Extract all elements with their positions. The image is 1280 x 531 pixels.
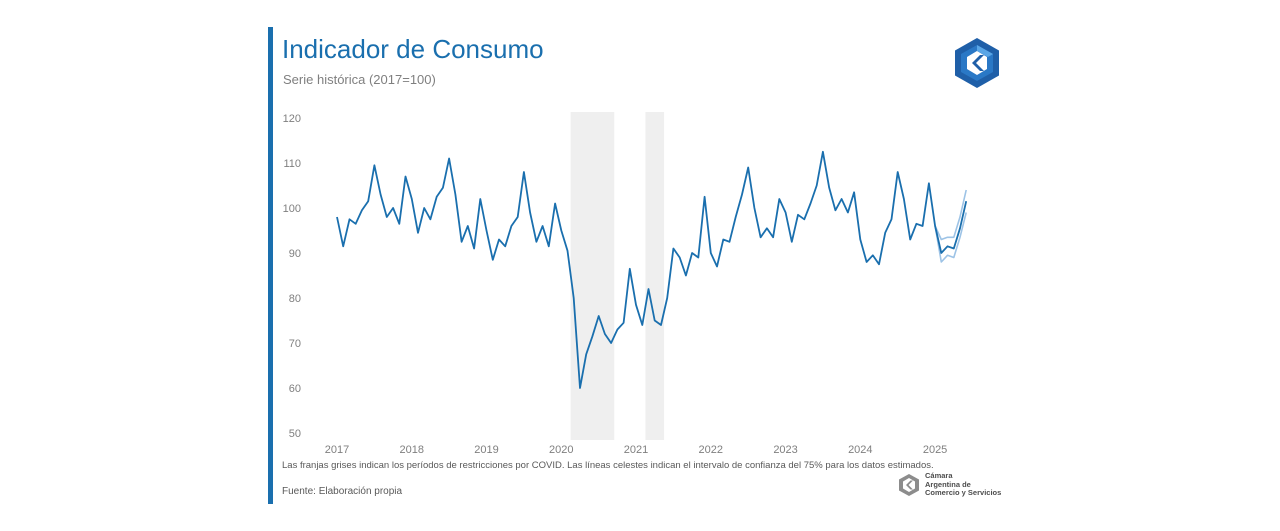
x-tick-label-2023: 2023 xyxy=(773,444,797,456)
y-tick-label-100: 100 xyxy=(283,203,301,215)
y-tick-label-70: 70 xyxy=(289,338,301,350)
footer-logo: Cámara Argentina de Comercio y Servicios xyxy=(898,471,1002,498)
source-note: Fuente: Elaboración propia xyxy=(282,486,403,497)
accent-bar xyxy=(268,27,273,504)
x-tick-label-2019: 2019 xyxy=(474,444,498,456)
x-tick-label-2024: 2024 xyxy=(848,444,872,456)
y-tick-label-80: 80 xyxy=(289,293,301,305)
x-tick-label-2025: 2025 xyxy=(923,444,947,456)
footer-logo-line-2: Argentina de xyxy=(925,479,971,489)
covid-band-1 xyxy=(570,112,615,440)
confidence-upper-line xyxy=(934,189,967,241)
y-tick-label-60: 60 xyxy=(289,383,301,395)
x-tick-label-2022: 2022 xyxy=(699,444,723,456)
consumption-series-line xyxy=(336,150,968,389)
chart-title: Indicador de Consumo xyxy=(282,34,544,64)
y-axis-ticks: 50 60 70 80 90 100 110 120 xyxy=(283,113,301,440)
y-tick-label-110: 110 xyxy=(283,158,301,170)
confidence-interval-lines xyxy=(934,189,967,263)
y-tick-label-90: 90 xyxy=(289,248,301,260)
x-tick-label-2021: 2021 xyxy=(624,444,648,456)
x-axis-ticks: 2017 2018 2019 2020 2021 2022 2023 2024 2025 xyxy=(325,444,948,456)
cac-logo-icon xyxy=(950,36,1004,95)
chart-subtitle: Serie histórica (2017=100) xyxy=(283,72,436,87)
consumption-line-chart: 50 60 70 80 90 100 110 120 2017 2018 2019 2020 2021… xyxy=(283,112,968,456)
covid-band-2 xyxy=(645,112,665,440)
cac-footer-logo-icon xyxy=(899,473,919,496)
footer-logo-line-1: Cámara xyxy=(925,471,953,480)
confidence-lower-line xyxy=(934,212,967,263)
x-tick-label-2017: 2017 xyxy=(325,444,349,456)
y-tick-label-50: 50 xyxy=(289,428,301,440)
x-tick-label-2018: 2018 xyxy=(400,444,424,456)
covid-bands xyxy=(570,112,665,440)
x-tick-label-2020: 2020 xyxy=(549,444,573,456)
footer-logo-line-3: Comercio y Servicios xyxy=(925,488,1002,497)
footnote: Las franjas grises indican los períodos … xyxy=(282,460,934,471)
y-tick-label-120: 120 xyxy=(283,113,301,125)
series-line xyxy=(336,150,968,389)
